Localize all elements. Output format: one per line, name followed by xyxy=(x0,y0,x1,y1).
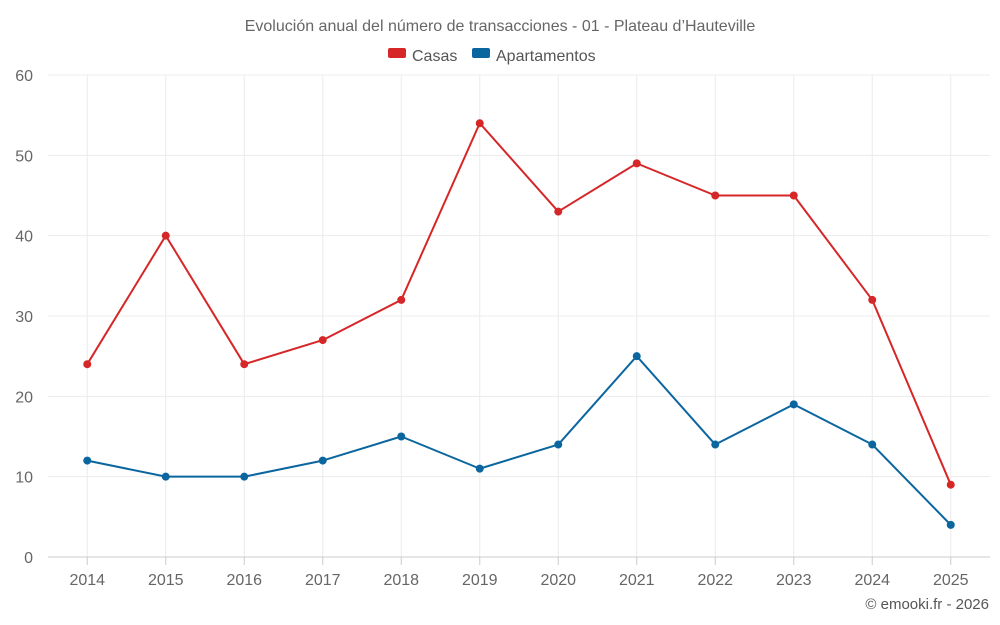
legend-swatch-apartamentos xyxy=(472,48,490,58)
data-point-apartamentos[interactable] xyxy=(397,432,406,441)
x-tick-label: 2023 xyxy=(776,572,812,589)
x-tick-label: 2016 xyxy=(226,572,262,589)
data-point-apartamentos[interactable] xyxy=(240,472,249,481)
x-tick-label: 2025 xyxy=(933,572,969,589)
x-tick-label: 2018 xyxy=(383,572,419,589)
data-point-casas[interactable] xyxy=(789,191,798,200)
chart-title: Evolución anual del número de transaccio… xyxy=(245,18,756,35)
y-tick-label: 30 xyxy=(15,309,33,326)
data-point-casas[interactable] xyxy=(318,336,327,345)
data-point-casas[interactable] xyxy=(161,231,170,240)
data-point-apartamentos[interactable] xyxy=(83,456,92,465)
series xyxy=(83,119,955,529)
data-point-casas[interactable] xyxy=(711,191,720,200)
data-point-casas[interactable] xyxy=(83,360,92,369)
data-point-apartamentos[interactable] xyxy=(789,400,798,409)
x-tick-label: 2017 xyxy=(305,572,341,589)
x-tick-label: 2022 xyxy=(697,572,733,589)
x-tick-label: 2021 xyxy=(619,572,655,589)
legend-label-apartamentos: Apartamentos xyxy=(496,48,596,65)
data-point-casas[interactable] xyxy=(397,295,406,304)
data-point-apartamentos[interactable] xyxy=(318,456,327,465)
y-tick-label: 60 xyxy=(15,68,33,85)
series-line-apartamentos xyxy=(87,355,952,526)
x-tick-label: 2024 xyxy=(854,572,890,589)
y-tick-label: 20 xyxy=(15,389,33,406)
axes: 0 10 20 30 40 50 60 2014 2015 2016 2017 2018 2019 202… xyxy=(15,68,990,589)
x-tick-label: 2020 xyxy=(540,572,576,589)
legend-label-casas: Casas xyxy=(412,48,457,65)
legend-item-casas[interactable]: Casas xyxy=(388,48,457,65)
y-tick-label: 0 xyxy=(24,550,33,567)
data-point-casas[interactable] xyxy=(554,207,563,216)
credit-text: © emooki.fr - 2026 xyxy=(865,596,989,613)
data-point-apartamentos[interactable] xyxy=(632,352,641,361)
data-point-casas[interactable] xyxy=(240,360,249,369)
data-point-apartamentos[interactable] xyxy=(161,472,170,481)
gridlines xyxy=(48,74,990,557)
data-point-casas[interactable] xyxy=(475,119,484,128)
data-point-apartamentos[interactable] xyxy=(554,440,563,449)
y-tick-label: 50 xyxy=(15,148,33,165)
data-point-casas[interactable] xyxy=(868,295,877,304)
y-tick-label: 10 xyxy=(15,470,33,487)
data-point-apartamentos[interactable] xyxy=(868,440,877,449)
data-point-casas[interactable] xyxy=(632,159,641,168)
data-point-apartamentos[interactable] xyxy=(711,440,720,449)
x-tick-label: 2015 xyxy=(148,572,184,589)
data-point-apartamentos[interactable] xyxy=(946,520,955,529)
series-line-casas xyxy=(86,122,952,486)
data-point-casas[interactable] xyxy=(946,480,955,489)
x-tick-label: 2019 xyxy=(462,572,498,589)
y-tick-label: 40 xyxy=(15,229,33,246)
legend-swatch-casas xyxy=(388,48,406,58)
x-tick-label: 2014 xyxy=(69,572,105,589)
data-point-apartamentos[interactable] xyxy=(475,464,484,473)
legend-item-apartamentos[interactable]: Apartamentos xyxy=(472,48,596,65)
legend: Casas Apartamentos xyxy=(388,48,596,65)
